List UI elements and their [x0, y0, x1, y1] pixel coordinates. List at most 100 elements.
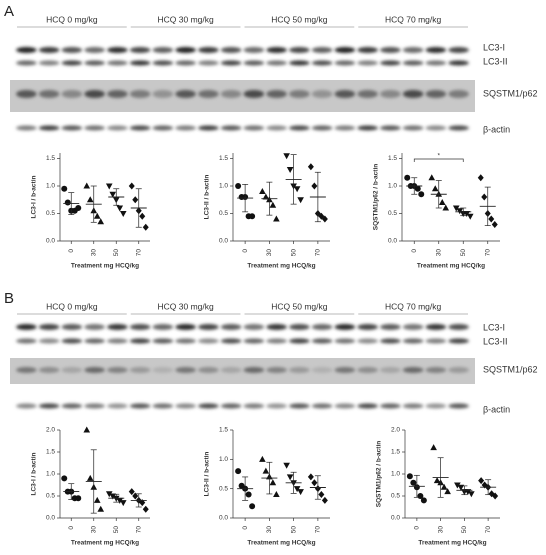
blot-band	[220, 60, 242, 66]
data-point	[109, 493, 117, 500]
data-point	[139, 212, 146, 220]
blot-band	[129, 403, 151, 409]
x-tick-label: 0	[68, 526, 75, 530]
blot-band	[357, 47, 378, 53]
data-point	[93, 496, 101, 503]
data-point	[119, 500, 127, 507]
blot-band	[152, 403, 174, 409]
data-point	[97, 505, 105, 512]
data-point	[116, 497, 124, 504]
x-tick-label: 30	[266, 526, 273, 534]
y-tick-label: 1.5	[46, 155, 55, 162]
blot-band	[289, 324, 310, 330]
data-point	[420, 497, 427, 504]
x-tick-label: 50	[290, 249, 297, 257]
blot-band	[448, 403, 469, 409]
y-axis-label: LC3-I / b-actin	[31, 175, 38, 218]
x-tick-label: 50	[460, 249, 467, 257]
data-point	[83, 182, 91, 189]
blot-band	[357, 90, 378, 98]
y-tick-label: 0.5	[219, 485, 228, 492]
blot-band	[38, 367, 60, 373]
blot-band	[152, 367, 174, 373]
blot-band	[84, 338, 105, 344]
blot-band	[243, 125, 265, 131]
blot-band	[311, 60, 333, 66]
blot-band	[243, 403, 265, 409]
blot-band	[198, 403, 219, 409]
blot-band	[107, 324, 128, 330]
blot-band	[448, 338, 469, 344]
data-point	[466, 213, 474, 220]
blot-band	[84, 90, 105, 98]
blot-band	[220, 338, 242, 344]
data-point	[235, 468, 242, 475]
blot-band	[16, 367, 37, 373]
blot-band	[129, 367, 151, 373]
group-label: HCQ 0 mg/kg	[46, 301, 98, 311]
data-point	[321, 215, 328, 223]
data-point	[481, 193, 488, 201]
blot-band	[220, 47, 242, 53]
data-point	[132, 196, 139, 204]
blot-band	[107, 403, 128, 409]
data-point	[269, 479, 277, 486]
group-label: HCQ 50 mg/kg	[271, 14, 327, 24]
blot-band	[448, 125, 469, 131]
data-point	[273, 491, 280, 498]
data-point	[430, 444, 437, 451]
blot-band	[357, 338, 378, 344]
blot-band	[61, 338, 83, 344]
blot-band	[175, 403, 196, 409]
blot-label: LC3-II	[483, 336, 508, 346]
x-tick-label: 70	[315, 249, 322, 257]
blot-band	[266, 338, 287, 344]
blot-band	[107, 125, 128, 131]
blot-band	[289, 47, 310, 53]
x-axis-label: Treatment mg HCQ/kg	[71, 540, 139, 547]
data-point	[245, 491, 252, 498]
blot-band	[61, 324, 83, 330]
blot-band	[220, 90, 242, 98]
blot-band	[16, 338, 37, 344]
blot-band	[38, 90, 60, 98]
blot-band	[425, 367, 447, 373]
blot-band	[402, 367, 424, 373]
data-point	[128, 488, 135, 496]
blot-band	[16, 47, 37, 53]
blot-band	[38, 47, 60, 53]
data-point	[109, 191, 117, 198]
blot-band	[129, 47, 151, 53]
blot-band	[380, 403, 401, 409]
data-point	[444, 488, 451, 495]
blot-band	[84, 403, 105, 409]
data-point	[273, 215, 280, 222]
data-point	[142, 223, 149, 231]
x-tick-label: 50	[113, 526, 120, 534]
blot-band	[61, 90, 83, 98]
blot-band	[152, 90, 174, 98]
x-tick-label: 0	[411, 249, 418, 253]
blot-band	[289, 60, 310, 66]
data-point	[61, 185, 68, 192]
data-point	[86, 196, 94, 203]
blot-band	[289, 367, 310, 373]
y-axis-label: LC3-II / b-actin	[204, 175, 211, 220]
data-point	[128, 182, 135, 190]
data-point	[259, 188, 266, 194]
blot-band	[289, 338, 310, 344]
y-tick-label: 1.0	[388, 183, 397, 190]
x-tick-label: 70	[484, 249, 491, 257]
blot-band	[38, 403, 60, 409]
blot-band	[380, 338, 401, 344]
data-point	[283, 462, 290, 469]
blot-band	[402, 60, 424, 66]
blot-band	[175, 324, 196, 330]
data-point	[235, 183, 242, 189]
blot-band	[84, 367, 105, 373]
blot-band	[198, 90, 219, 98]
data-point	[119, 211, 127, 217]
blot-band	[289, 403, 310, 409]
data-point	[307, 473, 314, 481]
